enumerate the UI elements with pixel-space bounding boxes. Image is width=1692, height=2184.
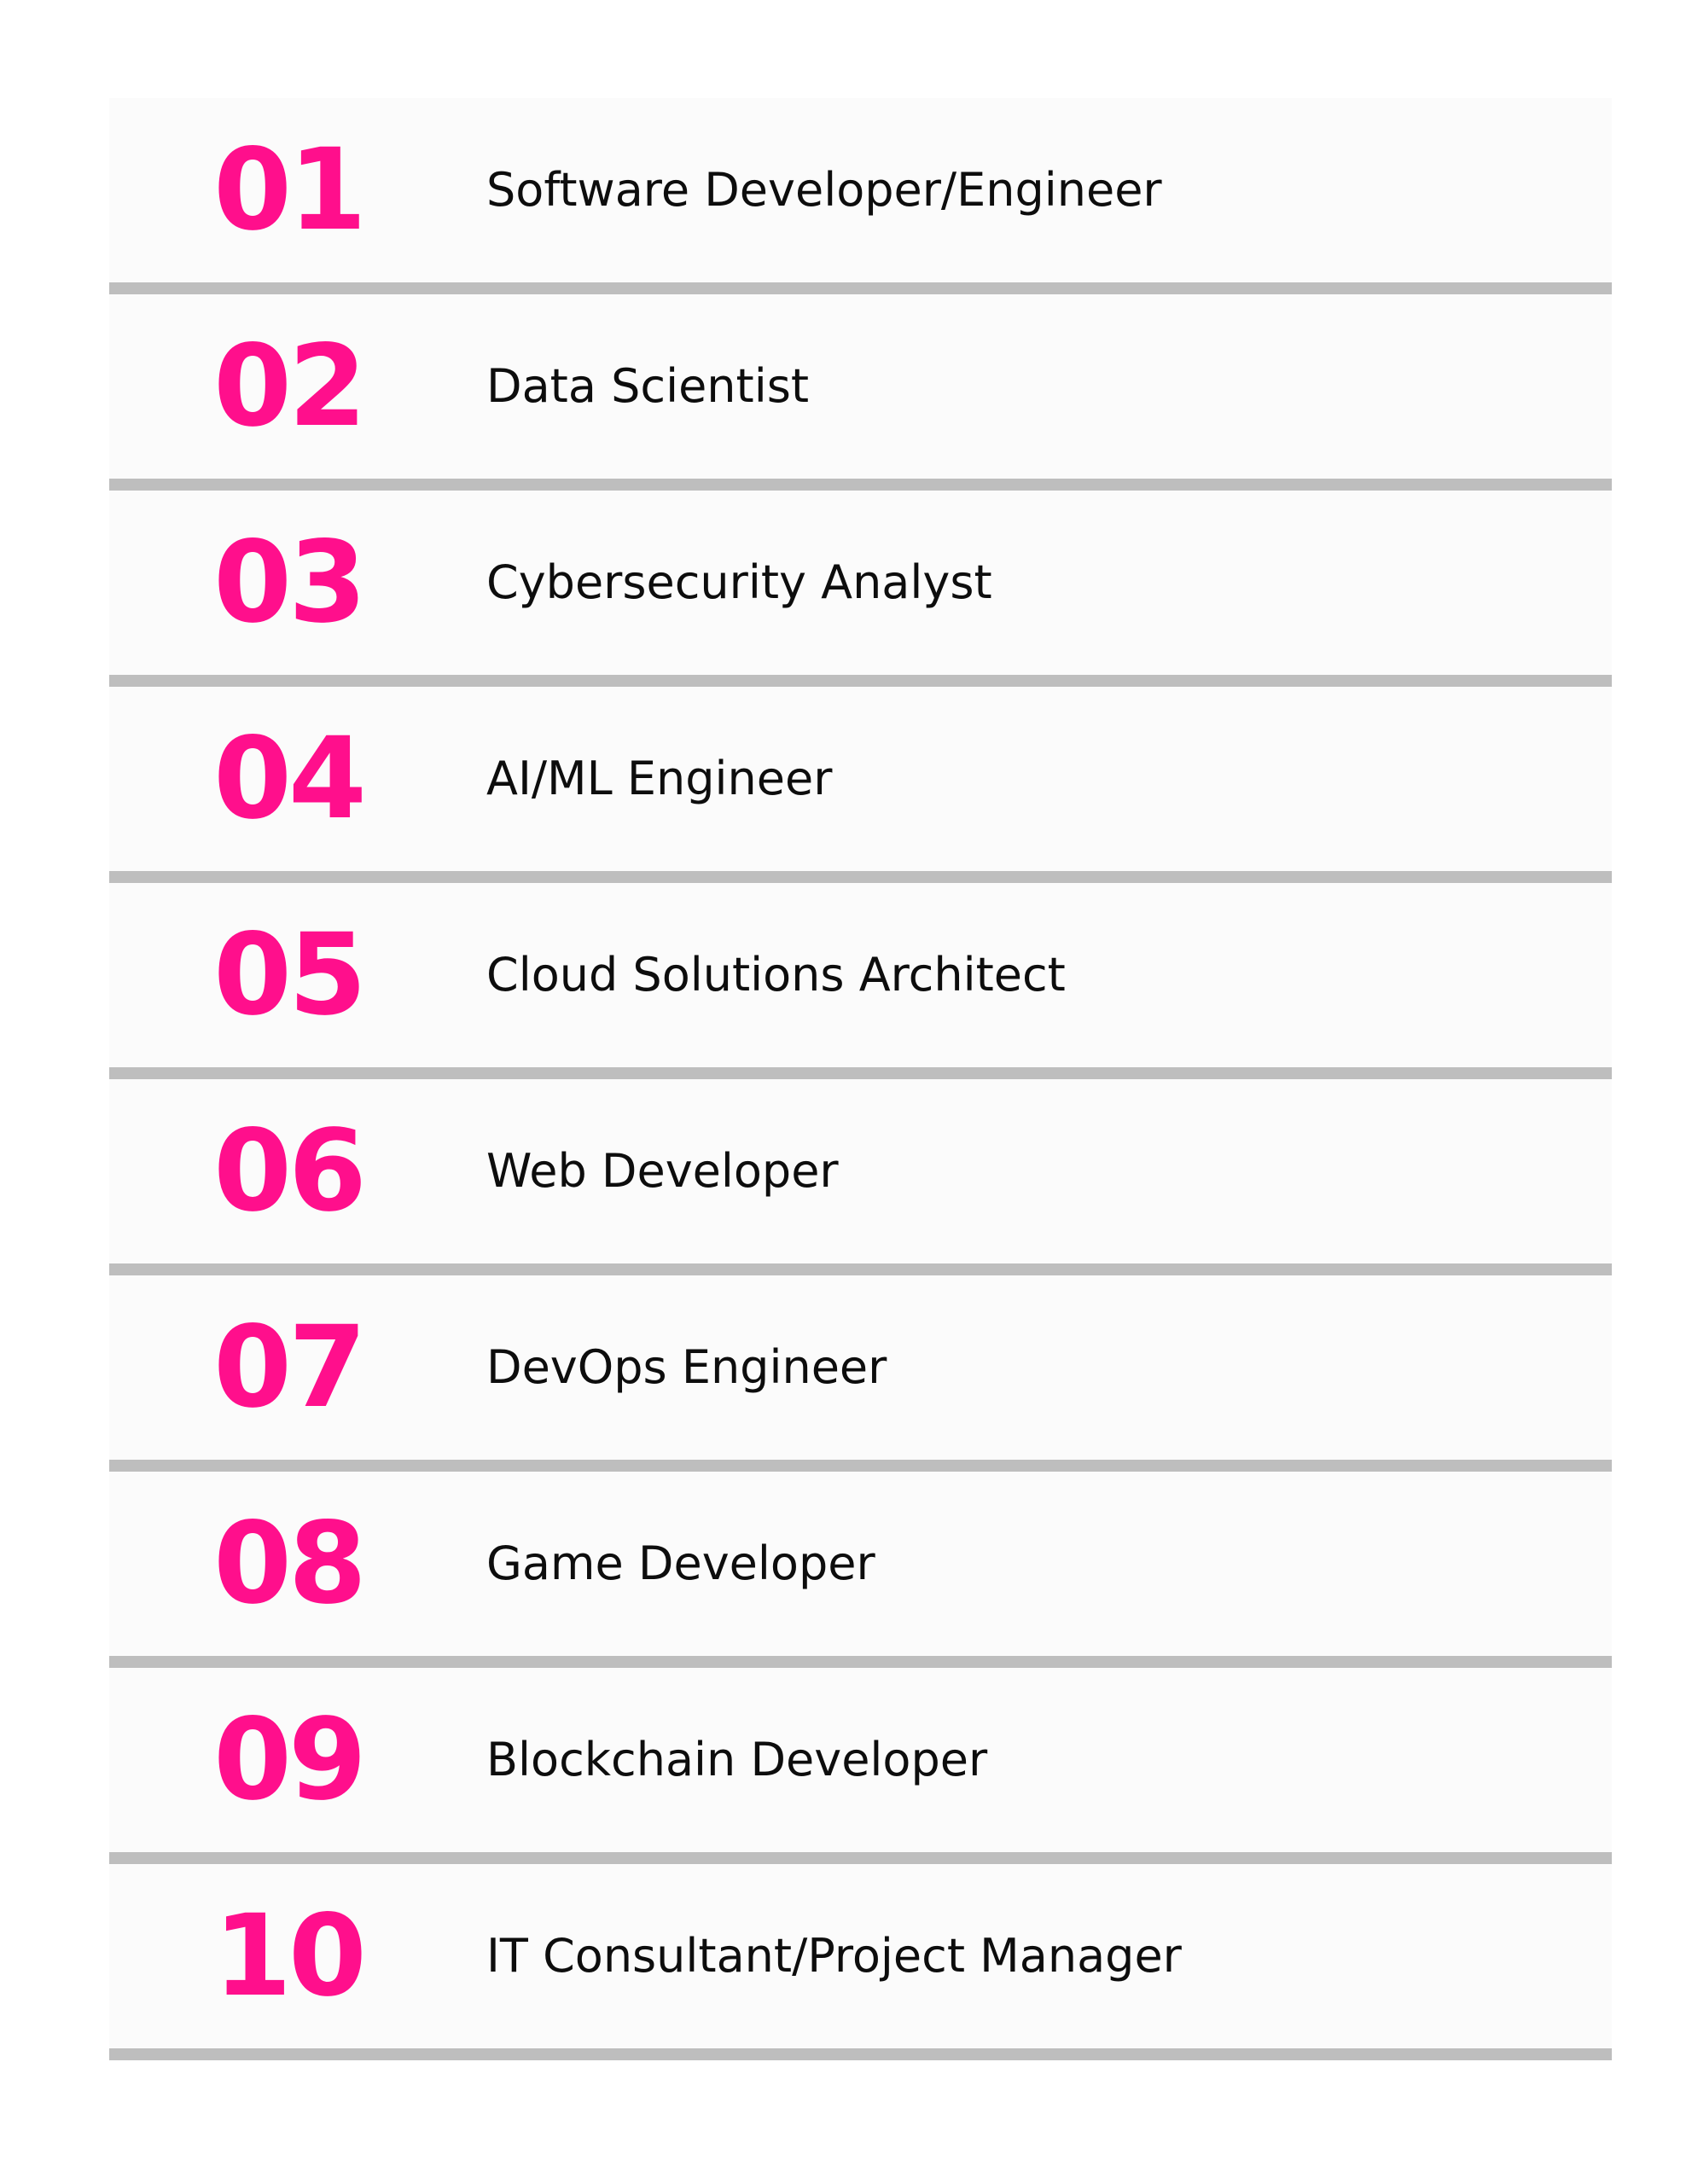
divider [109,1067,1612,1079]
item-number: 09 [213,1694,367,1826]
item-number: 04 [213,713,367,845]
divider [109,2048,1612,2060]
list-item: 04 AI/ML Engineer [109,687,1612,883]
list-item: 08 Game Developer [109,1472,1612,1668]
item-number: 01 [213,125,367,256]
divider [109,1656,1612,1668]
item-number: 07 [213,1302,367,1433]
item-title: Cloud Solutions Architect [486,948,1066,1002]
item-number: 05 [213,909,367,1041]
item-number: 08 [213,1498,367,1629]
divider [109,282,1612,294]
item-title: Software Developer/Engineer [486,163,1162,217]
list-item: 03 Cybersecurity Analyst [109,491,1612,687]
divider [109,675,1612,687]
item-title: Blockchain Developer [486,1733,988,1786]
divider [109,1460,1612,1472]
list-item: 05 Cloud Solutions Architect [109,883,1612,1079]
divider [109,479,1612,491]
item-title: Cybersecurity Analyst [486,555,992,609]
item-title: Game Developer [486,1536,875,1590]
divider [109,1263,1612,1275]
career-list: 01 Software Developer/Engineer 02 Data S… [109,98,1612,2060]
item-title: DevOps Engineer [486,1340,887,1394]
list-item: 02 Data Scientist [109,294,1612,491]
item-number: 06 [213,1106,367,1237]
item-number: 03 [213,517,367,648]
item-title: AI/ML Engineer [486,752,833,805]
list-item: 01 Software Developer/Engineer [109,98,1612,294]
divider [109,1852,1612,1864]
item-number: 10 [213,1891,367,2022]
list-item: 07 DevOps Engineer [109,1275,1612,1472]
divider [109,871,1612,883]
item-title: IT Consultant/Project Manager [486,1929,1182,1983]
list-item: 06 Web Developer [109,1079,1612,1275]
list-item: 09 Blockchain Developer [109,1668,1612,1864]
item-title: Web Developer [486,1144,839,1198]
list-item: 10 IT Consultant/Project Manager [109,1864,1612,2060]
item-title: Data Scientist [486,359,809,413]
item-number: 02 [213,321,367,452]
